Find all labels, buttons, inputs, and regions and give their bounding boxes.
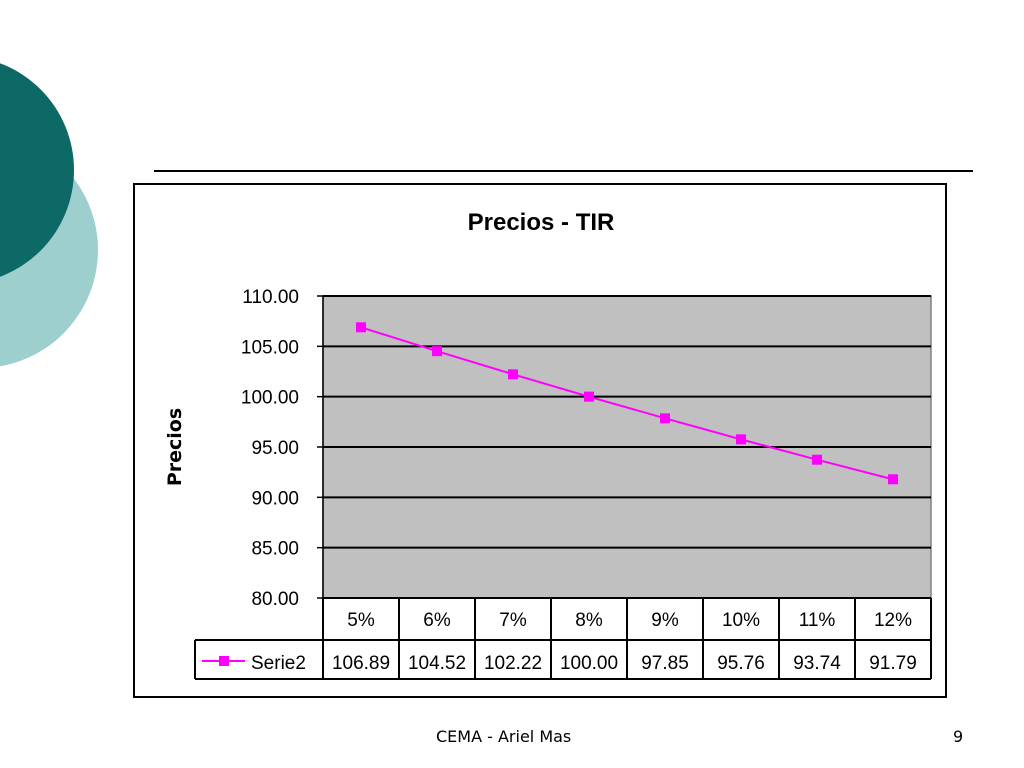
page-number: 9 <box>953 727 964 746</box>
y-tick-label: 105.00 <box>241 337 299 358</box>
data-point <box>736 434 746 445</box>
x-tick-label: 6% <box>423 610 451 631</box>
chart-frame: Precios - TIR Precios 80.00 85.00 90.00 95.… <box>133 183 947 698</box>
x-tick-label: 9% <box>651 610 679 631</box>
chart: Precios - TIR Precios 80.00 85.00 90.00 95.… <box>164 209 932 680</box>
decorative-circles <box>0 63 98 367</box>
legend-marker <box>219 656 229 666</box>
x-tick-label: 7% <box>499 610 527 631</box>
y-axis-label: Precios <box>164 408 186 486</box>
footer-author: CEMA - Ariel Mas <box>436 727 572 746</box>
data-table-value: 106.89 <box>332 653 390 674</box>
legend-label: Serie2 <box>251 653 306 674</box>
data-table-value: 100.00 <box>560 653 618 674</box>
data-table-value: 95.76 <box>717 653 765 674</box>
y-tick-label: 80.00 <box>251 589 299 610</box>
y-tick-label: 90.00 <box>251 488 299 509</box>
data-point <box>356 322 366 333</box>
data-table-value: 93.74 <box>793 653 841 674</box>
data-table-value: 97.85 <box>641 653 689 674</box>
data-point <box>660 413 670 424</box>
y-tick-label: 110.00 <box>242 287 299 308</box>
data-table-value: 102.22 <box>484 653 542 674</box>
data-point <box>508 369 518 380</box>
data-point <box>584 391 594 402</box>
y-tick-label: 85.00 <box>251 539 299 560</box>
x-tick-label: 5% <box>347 610 375 631</box>
dark-teal-circle <box>0 63 74 277</box>
data-point <box>888 474 898 485</box>
chart-title: Precios - TIR <box>468 209 615 236</box>
x-tick-label: 11% <box>799 610 836 631</box>
data-point <box>432 346 442 357</box>
y-tick-label: 100.00 <box>241 388 299 409</box>
data-table-value: 104.52 <box>408 653 466 674</box>
x-tick-label: 12% <box>874 610 912 631</box>
y-tick-label: 95.00 <box>251 438 299 459</box>
x-tick-label: 10% <box>722 610 760 631</box>
data-table-value: 91.79 <box>869 653 917 674</box>
title-divider-line <box>154 170 973 172</box>
x-tick-label: 8% <box>575 610 603 631</box>
series-line <box>360 326 894 481</box>
data-point <box>812 454 822 465</box>
